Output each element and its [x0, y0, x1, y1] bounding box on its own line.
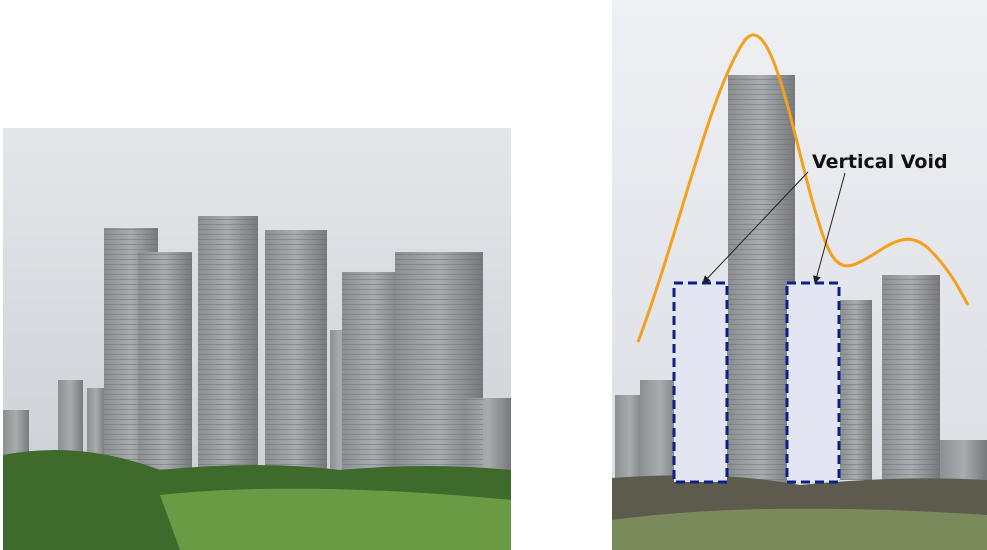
void-box: [672, 281, 729, 484]
arrow: [702, 171, 809, 284]
skyline-curve: [636, 33, 970, 343]
annotation-label: Vertical Void: [812, 151, 948, 173]
arrow: [812, 172, 846, 284]
void-box: [785, 281, 841, 484]
left-photo: [3, 128, 511, 550]
right-photo: Vertical Void: [612, 0, 987, 550]
